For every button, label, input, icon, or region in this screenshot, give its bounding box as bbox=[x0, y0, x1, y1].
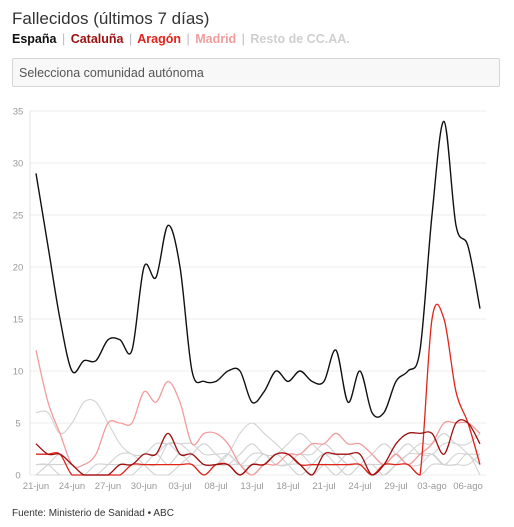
legend-separator: | bbox=[61, 32, 66, 46]
y-tick-label: 5 bbox=[15, 419, 20, 430]
x-tick-label: 13-jul bbox=[240, 481, 263, 492]
x-tick-label: 06-ago bbox=[453, 481, 483, 492]
series-line-resto-de-cc-aa bbox=[35, 399, 481, 476]
legend-item-madrid[interactable]: Madrid bbox=[195, 32, 237, 46]
region-select[interactable]: Selecciona comunidad autónoma bbox=[12, 58, 500, 87]
legend-item-cataluna[interactable]: Cataluña bbox=[70, 32, 124, 46]
region-select-placeholder: Selecciona comunidad autónoma bbox=[19, 66, 204, 80]
series-line-espana bbox=[35, 120, 481, 418]
x-tick-label: 27-jun bbox=[95, 481, 121, 492]
y-tick-label: 35 bbox=[13, 107, 24, 118]
x-tick-label: 21-jun bbox=[23, 481, 49, 492]
x-tick-label: 29-jul bbox=[384, 481, 407, 492]
legend-item-aragon[interactable]: Aragón bbox=[137, 32, 181, 46]
x-tick-label: 24-jun bbox=[59, 481, 85, 492]
y-tick-label: 25 bbox=[13, 211, 24, 222]
x-tick-label: 24-jul bbox=[348, 481, 371, 492]
series-line-resto-de-cc-aa bbox=[35, 452, 480, 476]
source-note: Fuente: Ministerio de Sanidad • ABC bbox=[12, 508, 174, 519]
y-tick-label: 30 bbox=[13, 159, 24, 170]
chart-title: Fallecidos (últimos 7 días) bbox=[12, 9, 210, 28]
x-tick-label: 03-ago bbox=[417, 481, 447, 492]
x-tick-label: 30-jun bbox=[131, 481, 157, 492]
line-chart: 0 5 10 15 20 25 30 35 21-jun 24-jun 27-jun 30-jun 03… bbox=[13, 107, 486, 492]
series-line-cataluna bbox=[35, 419, 481, 476]
y-tick-label: 15 bbox=[13, 315, 24, 326]
x-tick-label: 08-jul bbox=[204, 481, 227, 492]
legend-separator: | bbox=[128, 32, 133, 46]
legend-item-resto[interactable]: Resto de CC.AA. bbox=[250, 32, 350, 46]
x-tick-label: 18-jul bbox=[276, 481, 299, 492]
legend: España | Cataluña | Aragón | Madrid | Re… bbox=[12, 32, 350, 46]
x-tick-label: 21-jul bbox=[312, 481, 335, 492]
y-tick-label: 10 bbox=[13, 367, 24, 378]
y-tick-label: 0 bbox=[15, 471, 20, 482]
y-tick-label: 20 bbox=[13, 263, 24, 274]
x-tick-label: 03-jul bbox=[168, 481, 191, 492]
legend-separator: | bbox=[241, 32, 245, 46]
legend-separator: | bbox=[186, 32, 190, 46]
legend-item-espana[interactable]: España bbox=[12, 32, 57, 46]
